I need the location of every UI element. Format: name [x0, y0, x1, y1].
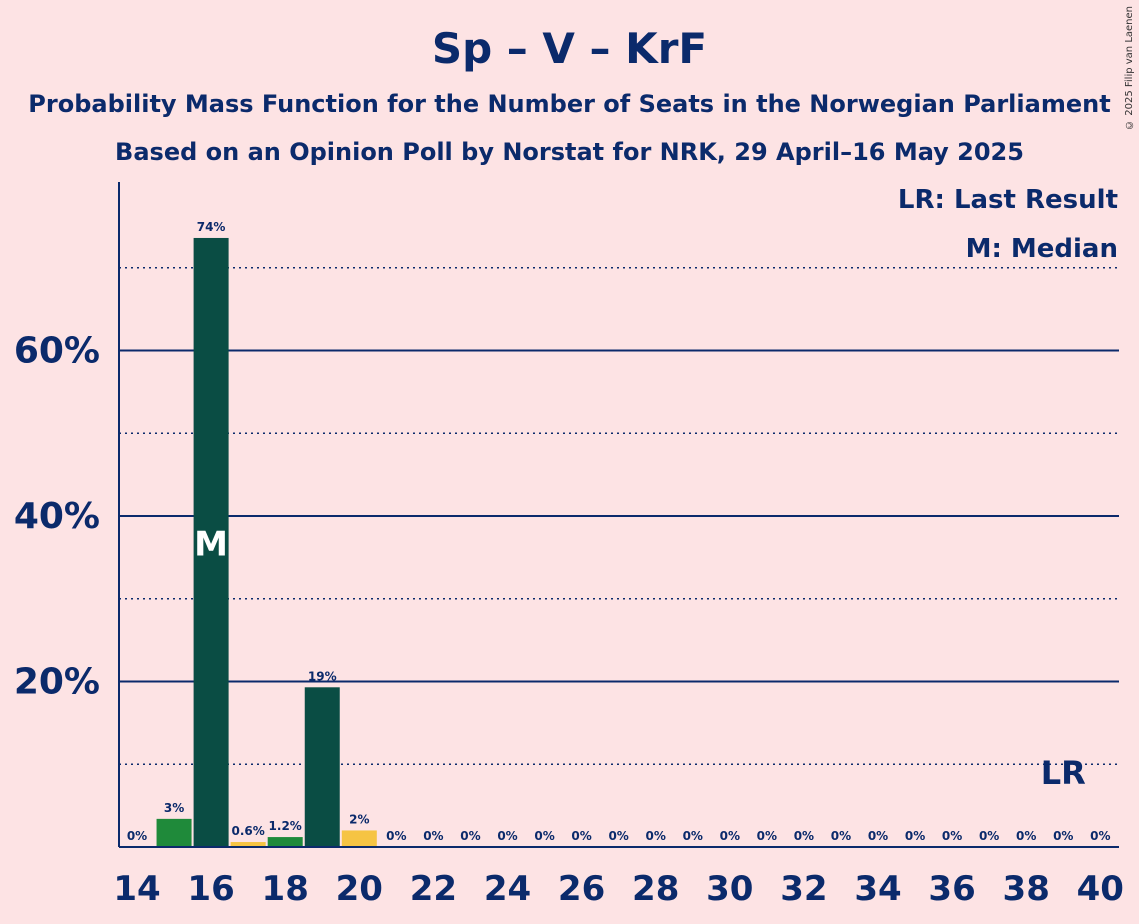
bar-value-label: 0% — [979, 829, 999, 843]
bar-value-label: 0% — [386, 829, 406, 843]
bar-value-label: 0% — [646, 829, 666, 843]
last-result-marker: LR — [1041, 754, 1086, 792]
bar-value-label: 0% — [423, 829, 443, 843]
y-tick-label: 20% — [14, 662, 100, 703]
bar — [341, 830, 377, 847]
bar-value-label: 0% — [460, 829, 480, 843]
bar-value-labels: 0% 3% 74% 0.6% 1.2% 19% 2% 0% 0% 0% 0% 0% 0% 0% 0% 0% 0%… — [127, 220, 1111, 843]
x-tick-label: 34 — [854, 869, 901, 909]
x-tick-label: 26 — [558, 869, 605, 909]
bar-value-label: 74% — [197, 220, 226, 234]
chart-subtitle: Probability Mass Function for the Number… — [28, 90, 1111, 118]
bar-value-label: 0% — [905, 829, 925, 843]
bar-value-label: 0.6% — [232, 824, 265, 838]
chart-title: Sp – V – KrF — [431, 24, 708, 73]
legend-median: M: Median — [966, 234, 1118, 264]
x-tick-label: 16 — [187, 869, 234, 909]
x-tick-label: 18 — [262, 869, 309, 909]
bar-value-label: 0% — [942, 829, 962, 843]
x-tick-label: 28 — [632, 869, 679, 909]
bar-value-label: 0% — [127, 829, 147, 843]
bar-value-label: 0% — [608, 829, 628, 843]
bar-value-label: 0% — [794, 829, 814, 843]
x-tick-label: 36 — [928, 869, 975, 909]
x-tick-label: 24 — [484, 869, 531, 909]
bar-value-label: 0% — [720, 829, 740, 843]
chart-source-line: Based on an Opinion Poll by Norstat for … — [115, 138, 1024, 166]
bar-value-label: 0% — [831, 829, 851, 843]
bar-value-label: 0% — [1053, 829, 1073, 843]
x-tick-label: 38 — [1003, 869, 1050, 909]
bar-value-label: 1.2% — [269, 819, 302, 833]
bar — [304, 687, 340, 847]
x-tick-label: 32 — [780, 869, 827, 909]
x-tick-label: 30 — [706, 869, 753, 909]
gridlines: 20% 40% 60% — [14, 267, 1119, 765]
bar-value-label: 3% — [164, 801, 184, 815]
axes: 14 16 18 20 22 24 26 28 30 32 34 36 38 40 — [113, 182, 1124, 909]
bar-value-label: 0% — [683, 829, 703, 843]
bar-value-label: 2% — [349, 812, 369, 826]
bar-value-label: 0% — [497, 829, 517, 843]
bar — [267, 837, 303, 847]
bar — [230, 842, 266, 847]
x-tick-label: 14 — [113, 869, 160, 909]
x-tick-label: 20 — [336, 869, 383, 909]
bar-value-label: 0% — [534, 829, 554, 843]
y-tick-label: 40% — [14, 496, 100, 537]
bar-value-label: 0% — [757, 829, 777, 843]
x-tick-label: 22 — [410, 869, 457, 909]
bar-value-label: 0% — [571, 829, 591, 843]
x-tick-label: 40 — [1077, 869, 1124, 909]
y-tick-label: 60% — [14, 331, 100, 372]
bar-value-label: 0% — [868, 829, 888, 843]
bar — [193, 237, 229, 847]
bar-value-label: 0% — [1090, 829, 1110, 843]
median-marker: M — [194, 524, 228, 564]
bar — [156, 818, 192, 847]
bar-value-label: 19% — [308, 669, 337, 683]
bar-value-label: 0% — [1016, 829, 1036, 843]
bars — [156, 237, 377, 847]
legend-last-result: LR: Last Result — [898, 185, 1118, 215]
